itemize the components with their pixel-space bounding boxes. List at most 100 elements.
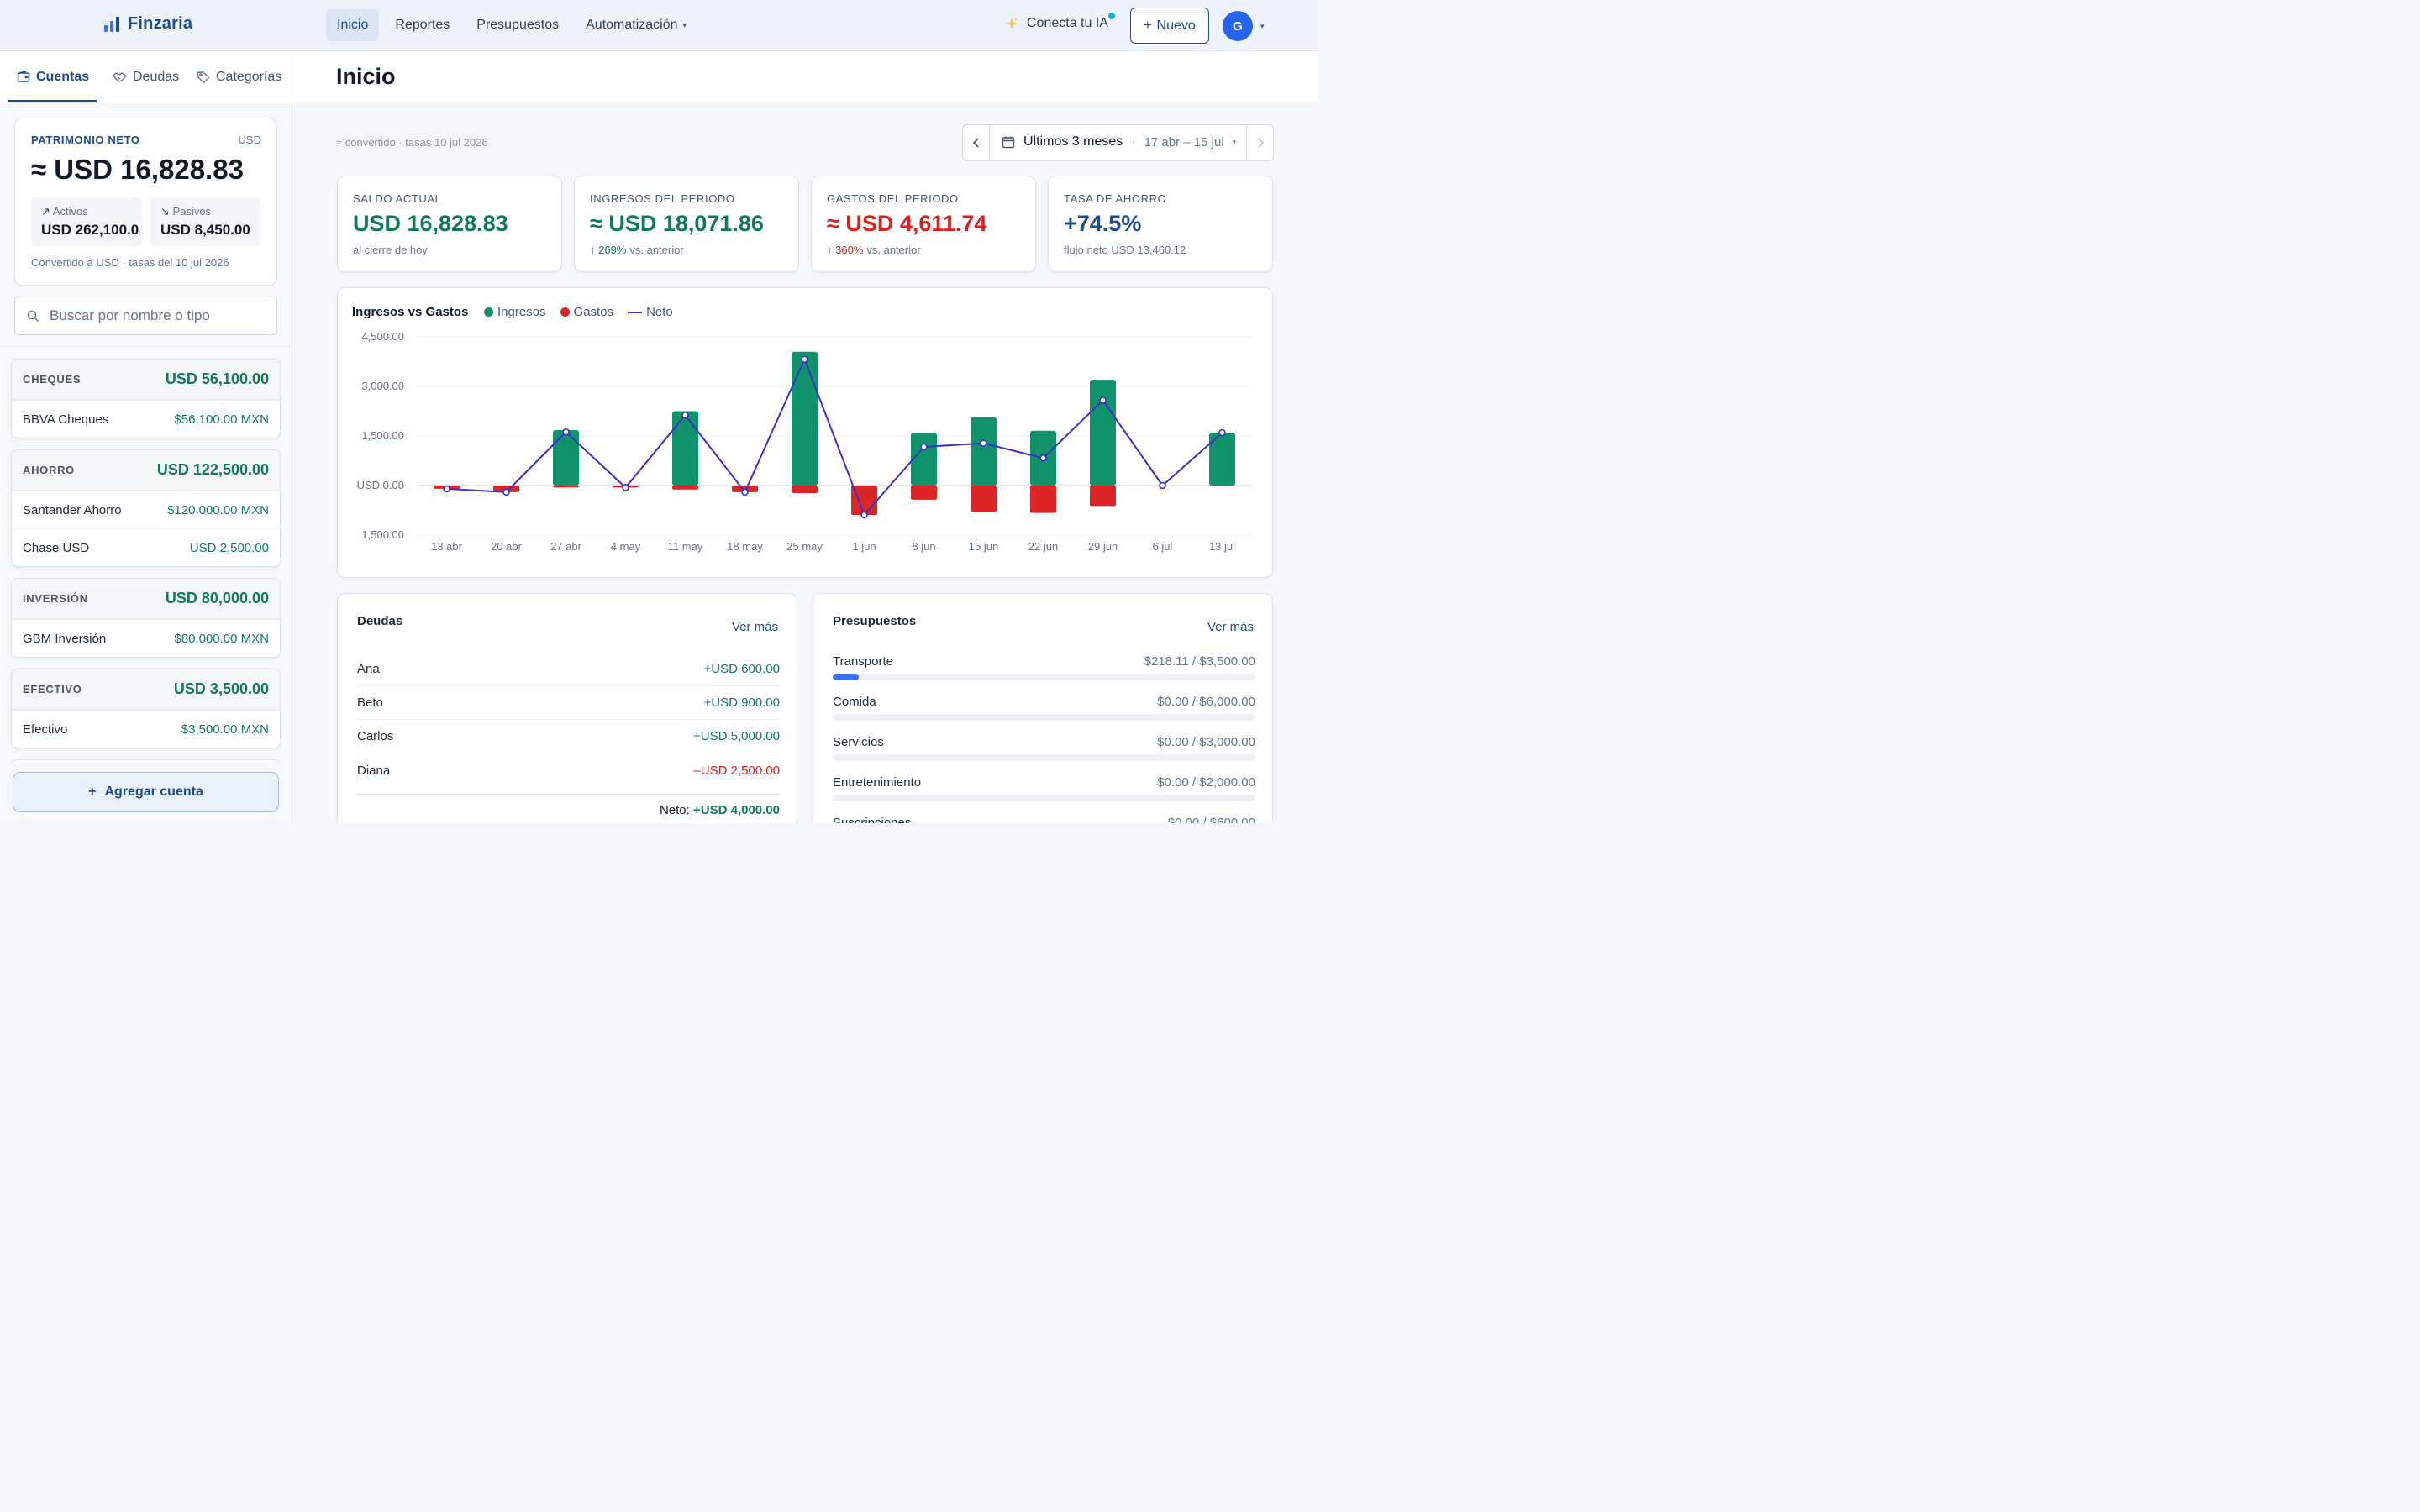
budget-amount: $0.00 / $6,000.00 bbox=[1157, 695, 1255, 709]
debt-row[interactable]: Beto +USD 900.00 bbox=[357, 686, 780, 720]
budget-row[interactable]: Servicios $0.00 / $3,000.00 bbox=[833, 735, 1255, 775]
kpi-sub: al cierre de hoy bbox=[353, 244, 428, 256]
account-group-header[interactable]: CHEQUES USD 56,100.00 bbox=[12, 360, 280, 400]
debts-net: Neto: +USD 4,000.00 bbox=[357, 794, 780, 817]
arrow-down-right-icon: ↘ bbox=[160, 205, 170, 218]
connect-ai-button[interactable]: Conecta tu IA bbox=[1005, 16, 1108, 31]
account-name: Efectivo bbox=[23, 722, 68, 737]
expense-bar bbox=[553, 486, 579, 488]
brand[interactable]: Finzaria bbox=[103, 14, 192, 34]
budget-row[interactable]: Transporte $218.11 / $3,500.00 bbox=[833, 654, 1255, 695]
tab-cuentas-label: Cuentas bbox=[36, 69, 90, 84]
next-range-button[interactable] bbox=[1246, 125, 1273, 160]
debts-see-more-link[interactable]: Ver más bbox=[731, 620, 778, 634]
budget-progress-bar bbox=[833, 674, 1255, 680]
net-point bbox=[741, 488, 749, 496]
date-range-label: Últimos 3 meses bbox=[1023, 134, 1123, 149]
account-name: GBM Inversión bbox=[23, 631, 107, 646]
new-button-label: Nuevo bbox=[1156, 18, 1196, 33]
account-row[interactable]: Chase USD USD 2,500.00 bbox=[12, 528, 280, 566]
tab-categorias[interactable]: Categorías bbox=[197, 51, 281, 102]
income-bar bbox=[911, 433, 937, 486]
account-group-type: EFECTIVO bbox=[23, 683, 82, 696]
income-bar bbox=[1209, 433, 1235, 486]
tab-deudas-label: Deudas bbox=[133, 69, 180, 84]
x-tick-label: 22 jun bbox=[1028, 540, 1058, 553]
budget-row[interactable]: Entretenimiento $0.00 / $2,000.00 bbox=[833, 775, 1255, 816]
budgets-title: Presupuestos bbox=[833, 614, 917, 628]
kpi-label: INGRESOS DEL PERIODO bbox=[590, 192, 735, 205]
y-tick-label: USD 0.00 bbox=[357, 479, 404, 491]
net-worth-note: Convertido a USD · tasas del 10 jul 2026 bbox=[31, 256, 229, 269]
account-row[interactable]: Santander Ahorro $120,000.00 MXN bbox=[12, 491, 280, 528]
debt-row[interactable]: Carlos +USD 5,000.00 bbox=[357, 720, 780, 753]
active-tab-indicator bbox=[8, 100, 97, 102]
budget-amount: $0.00 / $2,000.00 bbox=[1157, 775, 1255, 790]
budgets-see-more-link[interactable]: Ver más bbox=[1207, 620, 1254, 634]
income-expense-chart: 1,500.00 USD 0.00 1,500.00 3,000.00 4,500.00… bbox=[357, 330, 1252, 553]
net-point bbox=[801, 355, 808, 364]
x-tick-label: 27 abr bbox=[550, 540, 582, 553]
account-row[interactable]: Efectivo $3,500.00 MXN bbox=[12, 710, 280, 748]
kpi-ingresos: INGRESOS DEL PERIODO ≈ USD 18,071.86 ↑ 2… bbox=[574, 176, 799, 272]
net-point bbox=[920, 443, 928, 451]
sidebar-tabs: Cuentas Deudas Categorías bbox=[0, 51, 292, 102]
net-point bbox=[1218, 428, 1226, 437]
kpi-saldo-actual: SALDO ACTUAL USD 16,828.83 al cierre de … bbox=[337, 176, 562, 272]
search-placeholder: Buscar por nombre o tipo bbox=[50, 307, 210, 323]
nav-reportes[interactable]: Reportes bbox=[384, 9, 460, 41]
sidebar: Cuentas Deudas Categorías PATRIMONIO NET… bbox=[0, 51, 292, 823]
budget-progress-fill bbox=[833, 674, 860, 680]
tag-icon bbox=[197, 71, 210, 83]
account-amount: $56,100.00 MXN bbox=[174, 412, 269, 427]
account-search-input[interactable]: Buscar por nombre o tipo bbox=[14, 297, 277, 335]
kpi-sub-text: al cierre de hoy bbox=[353, 244, 428, 256]
account-group-total: USD 3,500.00 bbox=[173, 680, 269, 697]
x-tick-label: 13 jul bbox=[1209, 540, 1235, 553]
tab-cuentas[interactable]: Cuentas bbox=[17, 51, 89, 102]
x-tick-label: 25 may bbox=[786, 540, 823, 553]
account-group-cheques: CHEQUES USD 56,100.00 BBVA Cheques $56,1… bbox=[11, 359, 281, 438]
account-group-header[interactable]: EFECTIVO USD 3,500.00 bbox=[12, 669, 280, 710]
nav-automatizacion[interactable]: Automatización ▾ bbox=[575, 9, 697, 41]
kpi-sub-text: vs. anterior bbox=[629, 244, 684, 256]
budget-row[interactable]: Comida $0.00 / $6,000.00 bbox=[833, 695, 1255, 735]
tab-deudas[interactable]: Deudas bbox=[113, 51, 179, 102]
net-point bbox=[860, 511, 868, 519]
debt-name: Diana bbox=[357, 763, 391, 778]
nav-inicio[interactable]: Inicio bbox=[326, 9, 380, 41]
debt-name: Beto bbox=[357, 696, 383, 710]
date-range-select[interactable]: Últimos 3 meses · 17 abr – 15 jul ▾ bbox=[1002, 134, 1236, 150]
nav-presupuestos[interactable]: Presupuestos bbox=[466, 9, 570, 41]
debt-row[interactable]: Diana –USD 2,500.00 bbox=[357, 753, 780, 787]
account-row[interactable]: GBM Inversión $80,000.00 MXN bbox=[12, 619, 280, 657]
chart-legend: Ingresos Gastos Neto bbox=[484, 305, 673, 319]
debt-row[interactable]: Ana +USD 600.00 bbox=[357, 653, 780, 686]
prev-range-button[interactable] bbox=[963, 125, 990, 160]
account-group-header[interactable]: INVERSIÓN USD 80,000.00 bbox=[12, 579, 280, 619]
new-button[interactable]: + Nuevo bbox=[1130, 8, 1209, 44]
budget-row[interactable]: Suscripciones $0.00 / $600.00 bbox=[833, 816, 1255, 823]
legend-label: Gastos bbox=[573, 305, 614, 319]
date-range-dates: 17 abr – 15 jul bbox=[1144, 134, 1224, 150]
plus-icon: + bbox=[88, 785, 97, 799]
kpi-sub-text: flujo neto USD 13,460.12 bbox=[1064, 244, 1186, 256]
x-tick-label: 6 jul bbox=[1153, 540, 1173, 553]
account-group-header[interactable]: AHORRO USD 122,500.00 bbox=[12, 450, 280, 491]
avatar-chevron-down-icon[interactable]: ▾ bbox=[1260, 22, 1265, 30]
account-row[interactable]: BBVA Cheques $56,100.00 MXN bbox=[12, 400, 280, 438]
legend-ingresos[interactable]: Ingresos bbox=[484, 305, 546, 319]
date-range-separator: · bbox=[1131, 134, 1136, 149]
y-tick-label: 3,000.00 bbox=[361, 380, 404, 392]
expense-bar bbox=[971, 486, 997, 512]
add-account-button[interactable]: + Agregar cuenta bbox=[13, 772, 279, 812]
avatar[interactable]: G bbox=[1223, 11, 1253, 41]
account-list: CHEQUES USD 56,100.00 BBVA Cheques $56,1… bbox=[0, 346, 292, 763]
legend-gastos[interactable]: Gastos bbox=[560, 305, 614, 319]
liabilities-box: ↘ Pasivos USD 8,450.00 bbox=[150, 197, 261, 246]
legend-neto[interactable]: Neto bbox=[628, 305, 673, 319]
net-point bbox=[443, 485, 450, 493]
account-group-partial bbox=[11, 759, 281, 763]
legend-label: Neto bbox=[646, 305, 673, 319]
brand-name: Finzaria bbox=[128, 14, 193, 33]
